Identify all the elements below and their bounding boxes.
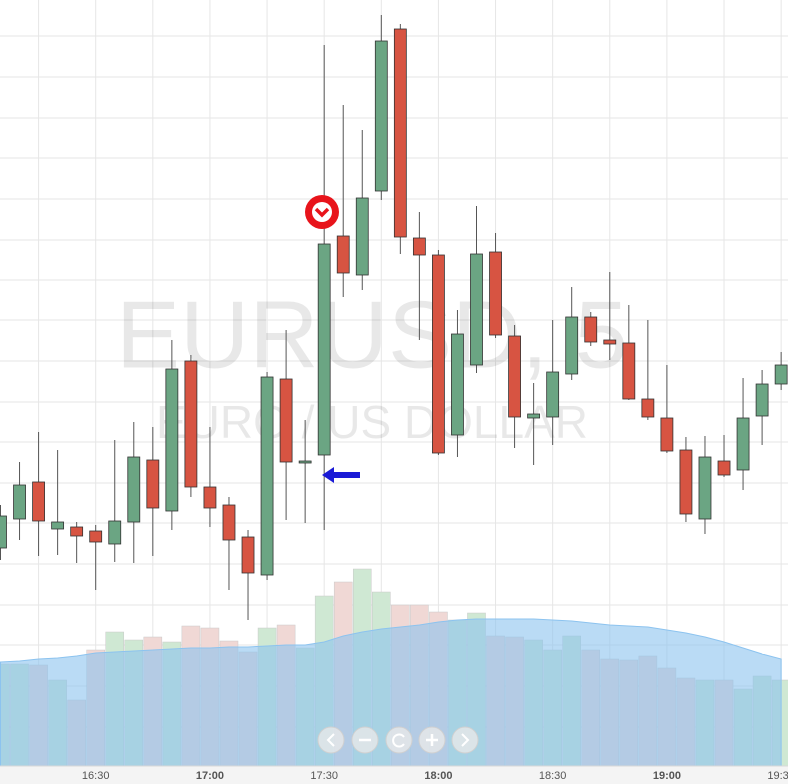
candle-body bbox=[755, 383, 769, 417]
scroll-right-button[interactable] bbox=[451, 726, 479, 754]
scroll-left-button[interactable] bbox=[317, 726, 345, 754]
candle-body bbox=[603, 339, 617, 345]
x-tick-label: 17:30 bbox=[310, 770, 338, 782]
candle-body bbox=[13, 484, 26, 520]
candle-body bbox=[184, 360, 198, 488]
candle-body bbox=[717, 460, 731, 476]
x-tick-label: 19:00 bbox=[653, 770, 681, 782]
candle-body bbox=[374, 40, 388, 192]
candle-body bbox=[0, 515, 7, 549]
x-tick-label: 17:00 bbox=[196, 770, 224, 782]
candle-body bbox=[412, 237, 426, 256]
candle-body bbox=[260, 376, 274, 576]
candle-body bbox=[32, 481, 45, 522]
candle-body bbox=[432, 254, 445, 454]
candle-body bbox=[622, 342, 636, 400]
watermark-subtitle: EURO / US DOLLAR bbox=[156, 396, 588, 448]
x-tick-label: 18:00 bbox=[424, 770, 452, 782]
zoom-in-button[interactable] bbox=[418, 726, 446, 754]
volume-pane bbox=[0, 568, 788, 767]
candle-body bbox=[51, 521, 65, 530]
candle-body bbox=[355, 197, 369, 276]
volume-ma-area bbox=[0, 618, 782, 767]
reset-button[interactable] bbox=[385, 726, 413, 754]
candle-body bbox=[393, 28, 407, 238]
x-axis-labels: 16:30 17:00 17:30 18:00 18:30 19:00 19:30 bbox=[82, 770, 788, 782]
candle-body bbox=[279, 378, 293, 463]
candle-body bbox=[584, 316, 598, 343]
candle-body bbox=[127, 456, 141, 523]
candle-body bbox=[165, 368, 179, 512]
candle-body bbox=[317, 243, 331, 456]
candle-body bbox=[241, 536, 255, 574]
x-tick-label: 19:30 bbox=[767, 770, 788, 782]
x-tick-label: 18:30 bbox=[539, 770, 567, 782]
candle-body bbox=[89, 530, 103, 543]
zoom-out-button[interactable] bbox=[351, 726, 379, 754]
candle-body bbox=[203, 486, 217, 509]
candle-body bbox=[774, 364, 788, 385]
watermark-title: EURUSD, 5 bbox=[116, 281, 628, 388]
candle-body bbox=[222, 504, 236, 541]
candle-body bbox=[527, 413, 541, 419]
sell-marker bbox=[305, 195, 339, 229]
candle-body bbox=[546, 371, 560, 418]
candle-body bbox=[736, 417, 750, 471]
candles bbox=[0, 15, 788, 620]
candle-body bbox=[698, 456, 712, 520]
candle-body bbox=[108, 520, 122, 545]
candle-body bbox=[336, 235, 350, 274]
candle-body bbox=[565, 316, 579, 375]
candle-body bbox=[470, 253, 483, 366]
candle-body bbox=[508, 335, 521, 418]
candle-body bbox=[489, 251, 502, 336]
x-tick-label: 16:30 bbox=[82, 770, 110, 782]
candle-body bbox=[641, 398, 655, 418]
candle-body bbox=[451, 333, 464, 436]
time-axis bbox=[0, 766, 788, 784]
zoom-controls bbox=[317, 726, 479, 754]
candle-body bbox=[70, 526, 84, 537]
candle-body bbox=[660, 417, 674, 452]
candle-body bbox=[298, 460, 312, 464]
candle-body bbox=[679, 449, 693, 515]
entry-arrow bbox=[322, 467, 360, 483]
candle-body bbox=[146, 459, 160, 509]
